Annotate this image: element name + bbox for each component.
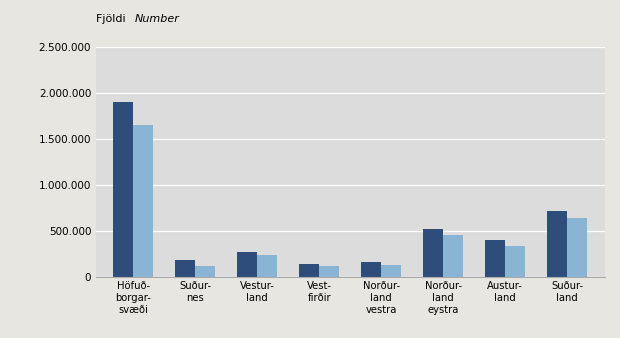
Bar: [567, 218, 587, 277]
Bar: [257, 255, 277, 277]
Bar: [299, 264, 319, 277]
Bar: [547, 211, 567, 277]
Bar: [319, 266, 339, 277]
Bar: [485, 240, 505, 277]
Bar: [423, 230, 443, 277]
Bar: [381, 265, 401, 277]
Bar: [443, 235, 463, 277]
Bar: [505, 246, 525, 277]
Bar: [113, 102, 133, 277]
Text: Fjöldi: Fjöldi: [96, 14, 129, 24]
Bar: [237, 252, 257, 277]
Text: Number: Number: [134, 14, 179, 24]
Bar: [175, 260, 195, 277]
Bar: [133, 125, 153, 277]
Bar: [361, 262, 381, 277]
Bar: [195, 266, 215, 277]
